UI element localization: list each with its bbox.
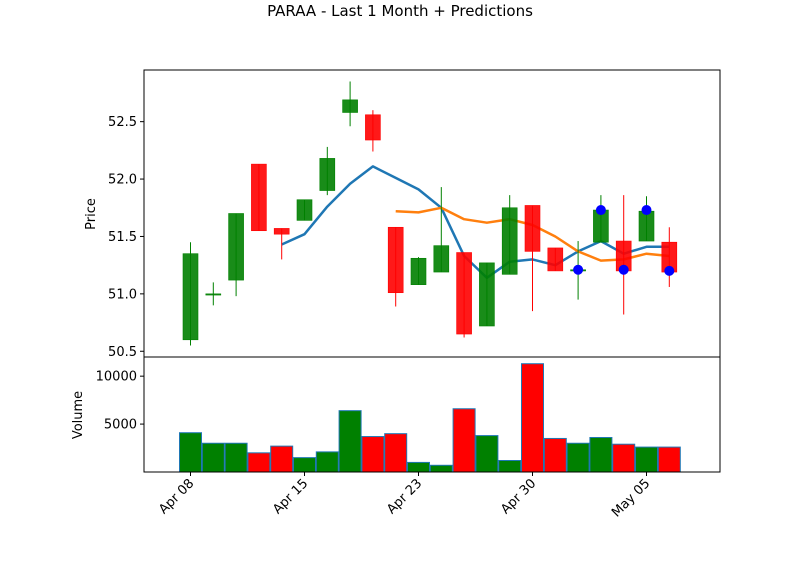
volume-bar <box>224 442 248 473</box>
candle-body <box>296 199 313 221</box>
volume-panel: 5000 10000 Volume <box>71 356 721 473</box>
prediction-marker <box>664 265 675 276</box>
candle-body <box>479 262 495 327</box>
prediction-marker <box>573 264 584 275</box>
candle <box>296 199 313 221</box>
x-axis: Apr 08 Apr 15 Apr 23 Apr 30 May 05 <box>156 472 653 520</box>
volume-tick-label: 5000 <box>104 418 137 433</box>
volume-bar <box>270 445 294 473</box>
candle <box>661 227 678 287</box>
volume-bar <box>475 435 499 473</box>
volume-bar <box>315 451 339 473</box>
candle <box>433 187 450 273</box>
volume-bar <box>498 460 522 473</box>
volume-bar <box>635 446 658 473</box>
candle-body <box>638 210 655 242</box>
candle-body <box>387 226 404 294</box>
candle-body <box>410 257 427 285</box>
candle-body <box>547 247 564 272</box>
candle <box>615 195 632 315</box>
price-tick-label: 51.5 <box>108 230 137 245</box>
price-y-ticks: 50.5 51.0 51.5 52.0 52.5 <box>108 115 144 360</box>
volume-y-ticks: 5000 10000 <box>96 370 144 433</box>
volume-bar <box>429 464 453 473</box>
x-tick-label: Apr 08 <box>156 476 197 517</box>
candle-body <box>342 99 358 113</box>
volume-bar <box>657 446 681 473</box>
candle <box>501 195 518 275</box>
series-line-1 <box>281 165 670 280</box>
price-forecast-lines <box>281 165 670 280</box>
price-tick-label: 52.0 <box>108 173 137 188</box>
price-panel: 50.5 51.0 51.5 52.0 52.5 Price <box>84 69 721 360</box>
candle-body <box>319 158 336 191</box>
volume-bar <box>452 408 476 473</box>
candle-body <box>456 252 472 335</box>
candle <box>319 146 336 196</box>
prediction-marker <box>595 205 606 216</box>
candle <box>547 247 564 272</box>
candle <box>228 213 244 297</box>
chart-title: PARAA - Last 1 Month + Predictions <box>267 2 533 20</box>
candle <box>638 196 655 242</box>
candle-body <box>273 228 290 235</box>
price-tick-label: 52.5 <box>108 115 137 130</box>
volume-tick-label: 10000 <box>96 370 137 385</box>
volume-bar <box>543 437 567 473</box>
candle-body <box>251 163 267 232</box>
candle <box>342 81 358 127</box>
candle-body <box>205 293 222 296</box>
price-axis-label: Price <box>84 198 99 230</box>
candle <box>456 252 472 338</box>
candle-body <box>182 253 199 341</box>
volume-bars <box>179 363 681 473</box>
candle-body <box>524 205 541 252</box>
candle-body <box>501 207 518 275</box>
volume-bar <box>247 452 271 473</box>
volume-bar <box>566 442 590 473</box>
x-tick-label: May 05 <box>609 476 653 520</box>
candle <box>479 262 495 327</box>
volume-bar <box>521 363 544 473</box>
volume-bar <box>361 436 385 473</box>
x-tick-label: Apr 15 <box>270 476 311 517</box>
candle <box>410 257 427 285</box>
candle <box>593 195 609 243</box>
x-tick-label: Apr 23 <box>384 476 425 517</box>
volume-panel-frame <box>143 356 721 473</box>
candle-body <box>365 114 381 141</box>
volume-bar <box>179 432 202 473</box>
volume-bar <box>384 433 408 473</box>
volume-axis-label: Volume <box>71 391 86 439</box>
price-candles <box>182 81 678 346</box>
volume-bar <box>612 443 636 473</box>
candle <box>205 282 222 306</box>
candle <box>365 110 381 152</box>
prediction-marker <box>618 264 629 275</box>
volume-bar <box>201 442 225 473</box>
prediction-markers <box>573 205 675 276</box>
candle-body <box>228 213 244 281</box>
price-tick-label: 51.0 <box>108 287 137 302</box>
prediction-marker <box>641 205 652 216</box>
volume-bar <box>589 437 613 473</box>
volume-bar <box>407 461 430 473</box>
price-tick-label: 50.5 <box>108 345 137 360</box>
x-tick-label: Apr 30 <box>498 476 539 517</box>
volume-bar <box>293 457 316 473</box>
candle <box>524 205 541 312</box>
candle <box>251 163 267 232</box>
candle <box>387 226 404 307</box>
candle <box>182 242 199 346</box>
candle-body <box>433 245 450 273</box>
volume-bar <box>338 410 362 473</box>
candle <box>273 228 290 260</box>
